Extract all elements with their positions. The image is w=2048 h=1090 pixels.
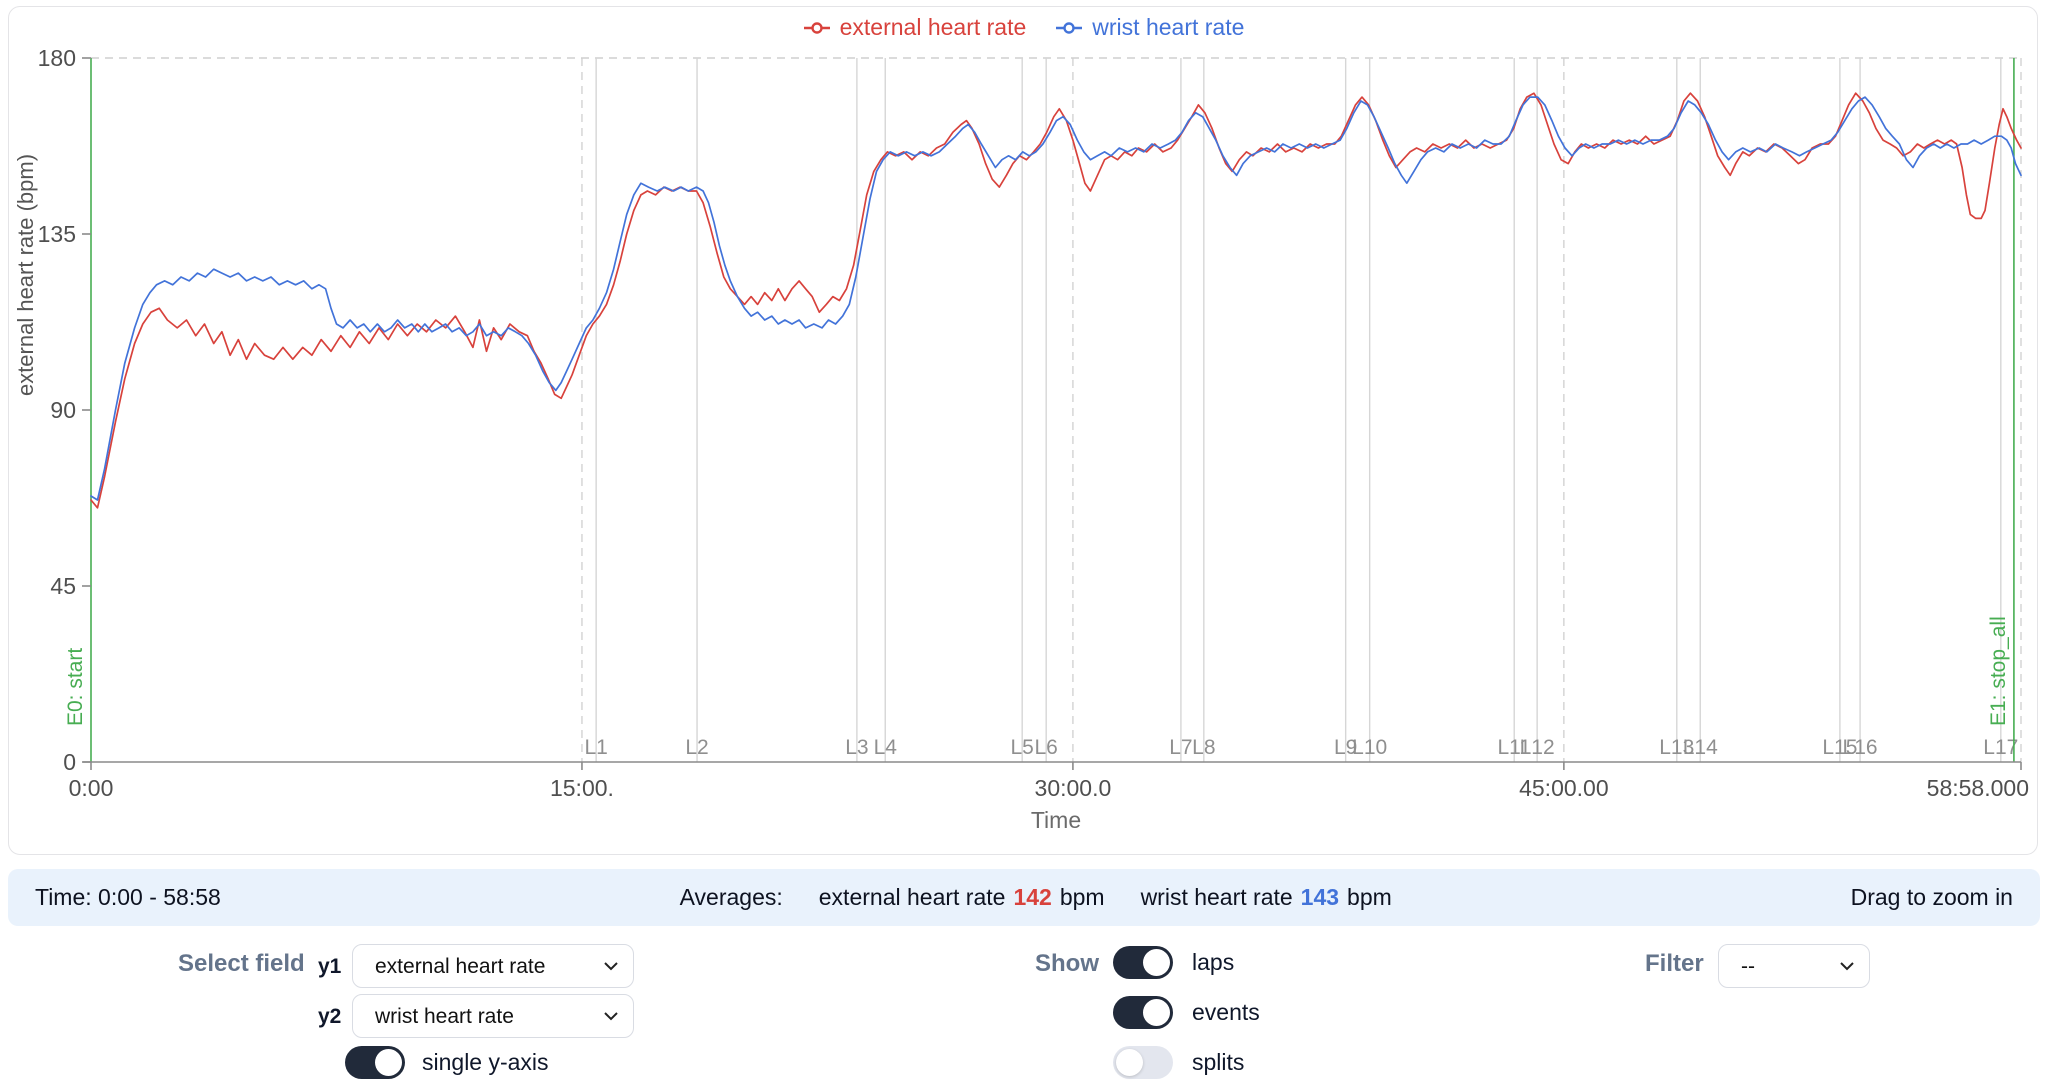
y-tick-label: 135: [38, 221, 76, 247]
lap-label: L1: [584, 736, 607, 759]
events-toggle[interactable]: [1113, 996, 1173, 1029]
toggle-knob: [1116, 1049, 1143, 1076]
event-label: E0: start: [64, 648, 87, 726]
x-tick-label: 30:00.0: [1035, 775, 1112, 801]
y-axis-title: external heart rate (bpm): [13, 154, 38, 396]
y-tick-label: 90: [50, 397, 76, 423]
y-tick-label: 180: [38, 45, 76, 71]
laps-label: laps: [1192, 949, 1235, 975]
x-tick-label: 58:58.000: [1927, 775, 2029, 801]
x-tick-label: 0:00: [69, 775, 114, 801]
select-field-label: Select field: [178, 950, 305, 977]
lap-label: L6: [1035, 736, 1058, 759]
single-y-axis-toggle[interactable]: [345, 1046, 405, 1079]
y2-field-select-wrap: wrist heart rate: [352, 994, 634, 1038]
legend-marker-external-icon: [803, 21, 830, 34]
y-tick-label: 45: [50, 573, 76, 599]
y1-field-select[interactable]: external heart rate: [352, 944, 634, 988]
series-path-wrist: [90, 96, 2022, 501]
average-wrist-value: 143: [1300, 884, 1340, 910]
chart-card: external heart rate wrist heart rate L1 L…: [8, 6, 2038, 855]
controls-panel: Select field y1 external heart rate y2 w…: [0, 936, 2048, 1090]
y1-label: y1: [318, 955, 342, 978]
average-wrist: wrist heart rate 143 bpm: [1140, 884, 1392, 910]
lap-label: L4: [874, 736, 898, 759]
show-label: Show: [1035, 950, 1099, 977]
averages-label: Averages:: [679, 884, 783, 910]
legend-label-external: external heart rate: [839, 14, 1027, 40]
time-range-label: Time: 0:00 - 58:58: [35, 884, 221, 910]
legend-marker-wrist-icon: [1056, 21, 1083, 34]
events-label: events: [1192, 999, 1260, 1025]
lap-label: L8: [1192, 736, 1215, 759]
lap-label: L14: [1683, 736, 1718, 759]
series-path-external: [90, 92, 2022, 509]
toggle-knob: [375, 1049, 402, 1076]
splits-toggle[interactable]: [1113, 1046, 1173, 1079]
legend-label-wrist: wrist heart rate: [1092, 14, 1245, 40]
event-label: E1: stop_all: [1987, 616, 2010, 726]
averages: Averages: external heart rate 142 bpm wr…: [680, 884, 1392, 911]
chart-legend: external heart rate wrist heart rate: [9, 14, 2037, 41]
x-tick-label: 45:00.00: [1519, 775, 1609, 801]
lap-label: L12: [1520, 736, 1555, 759]
single-y-axis-label: single y-axis: [422, 1049, 549, 1075]
drag-to-zoom-hint: Drag to zoom in: [1850, 884, 2013, 910]
toggle-knob: [1143, 999, 1170, 1026]
lap-label: L5: [1010, 736, 1033, 759]
filter-select[interactable]: --: [1718, 944, 1870, 988]
y1-field-select-wrap: external heart rate: [352, 944, 634, 988]
splits-label: splits: [1192, 1049, 1245, 1075]
legend-item-wrist[interactable]: wrist heart rate: [1054, 14, 1244, 41]
lap-label: L15: [1822, 736, 1857, 759]
toggle-knob: [1143, 949, 1170, 976]
y2-label: y2: [318, 1005, 342, 1028]
y-tick-label: 0: [63, 749, 76, 775]
lap-label: L9: [1334, 736, 1357, 759]
lap-label: L3: [845, 736, 868, 759]
lap-label: L10: [1352, 736, 1387, 759]
lap-label: L2: [685, 736, 708, 759]
lap-label: L7: [1169, 736, 1192, 759]
legend-item-external[interactable]: external heart rate: [802, 14, 1027, 41]
lap-label: L17: [1983, 736, 2018, 759]
lap-label: L13: [1659, 736, 1694, 759]
status-bar: Time: 0:00 - 58:58 Averages: external he…: [8, 869, 2040, 926]
lap-label: L11: [1497, 736, 1530, 759]
x-axis-title: Time: [1031, 807, 1081, 833]
lap-label: L16: [1843, 736, 1878, 759]
filter-label: Filter: [1645, 950, 1704, 977]
laps-toggle[interactable]: [1113, 946, 1173, 979]
y2-field-select[interactable]: wrist heart rate: [352, 994, 634, 1038]
filter-select-wrap: --: [1718, 944, 1870, 988]
average-external-value: 142: [1013, 884, 1052, 910]
average-external: external heart rate 142 bpm: [818, 884, 1105, 910]
x-tick-label: 15:00.: [550, 775, 614, 801]
